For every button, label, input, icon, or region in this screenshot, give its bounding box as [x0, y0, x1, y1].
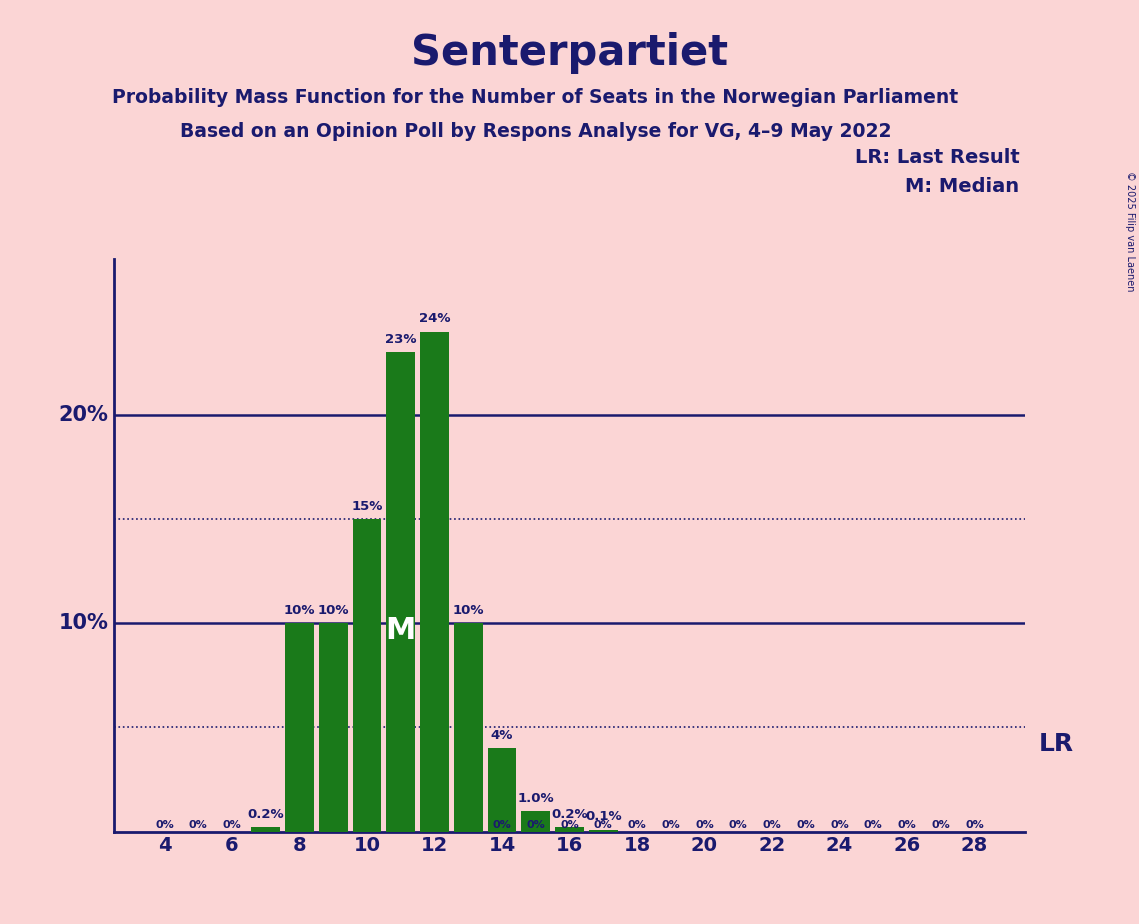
Text: © 2025 Filip van Laenen: © 2025 Filip van Laenen	[1125, 171, 1134, 291]
Bar	[252, 827, 280, 832]
Bar	[555, 827, 584, 832]
Text: Senterpartiet: Senterpartiet	[411, 32, 728, 74]
Text: 0%: 0%	[898, 820, 917, 830]
Bar	[420, 332, 449, 832]
Text: 0%: 0%	[830, 820, 849, 830]
Text: 0%: 0%	[965, 820, 984, 830]
Text: 20%: 20%	[58, 405, 108, 425]
Text: 1.0%: 1.0%	[517, 792, 554, 805]
Bar	[386, 352, 415, 832]
Text: 24%: 24%	[419, 312, 450, 325]
Text: 0%: 0%	[695, 820, 714, 830]
Text: Probability Mass Function for the Number of Seats in the Norwegian Parliament: Probability Mass Function for the Number…	[113, 88, 958, 107]
Text: 0%: 0%	[526, 820, 546, 830]
Text: 0.2%: 0.2%	[247, 808, 284, 821]
Bar	[353, 519, 382, 832]
Bar	[319, 624, 347, 832]
Text: 0%: 0%	[662, 820, 680, 830]
Text: 0.2%: 0.2%	[551, 808, 588, 821]
Bar	[285, 624, 314, 832]
Text: 0%: 0%	[593, 820, 613, 830]
Text: 0%: 0%	[628, 820, 646, 830]
Text: 10%: 10%	[318, 604, 349, 617]
Text: Based on an Opinion Poll by Respons Analyse for VG, 4–9 May 2022: Based on an Opinion Poll by Respons Anal…	[180, 122, 891, 141]
Bar	[522, 810, 550, 832]
Text: 10%: 10%	[284, 604, 316, 617]
Text: LR: LR	[1039, 732, 1074, 756]
Text: 0%: 0%	[863, 820, 883, 830]
Text: LR: Last Result: LR: Last Result	[854, 148, 1019, 167]
Text: 0%: 0%	[560, 820, 579, 830]
Text: 0%: 0%	[796, 820, 816, 830]
Text: 23%: 23%	[385, 334, 417, 346]
Text: M: Median: M: Median	[906, 177, 1019, 197]
Text: 0.1%: 0.1%	[585, 810, 622, 823]
Text: 0%: 0%	[189, 820, 207, 830]
Text: 0%: 0%	[155, 820, 174, 830]
Text: 0%: 0%	[493, 820, 511, 830]
Text: 10%: 10%	[452, 604, 484, 617]
Text: 0%: 0%	[729, 820, 747, 830]
Text: 0%: 0%	[222, 820, 241, 830]
Text: 15%: 15%	[351, 500, 383, 513]
Text: M: M	[386, 616, 416, 645]
Text: 4%: 4%	[491, 729, 514, 742]
Text: 0%: 0%	[763, 820, 781, 830]
Text: 0%: 0%	[932, 820, 950, 830]
Bar	[589, 830, 617, 832]
Bar	[454, 624, 483, 832]
Bar	[487, 748, 516, 832]
Text: 10%: 10%	[58, 614, 108, 633]
